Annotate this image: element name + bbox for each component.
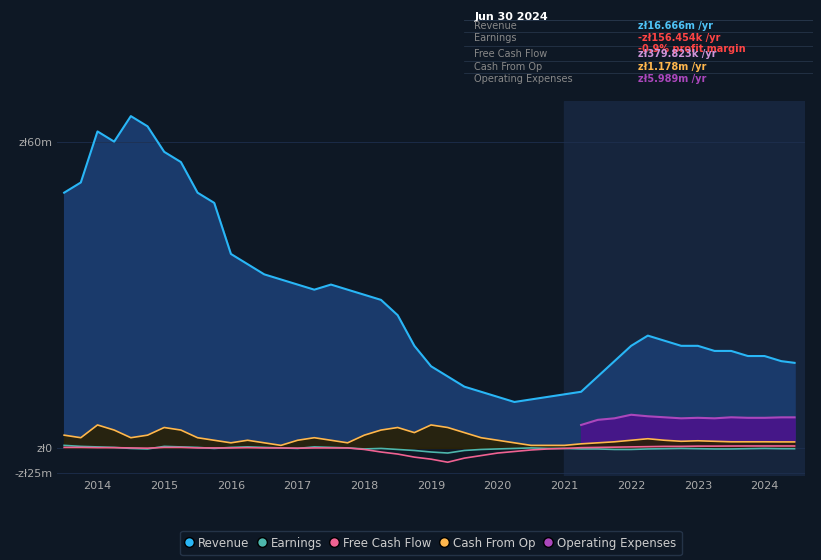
Text: Operating Expenses: Operating Expenses (475, 74, 573, 83)
Text: Earnings: Earnings (475, 33, 517, 43)
Text: zł379.823k /yr: zł379.823k /yr (639, 49, 717, 59)
Legend: Revenue, Earnings, Free Cash Flow, Cash From Op, Operating Expenses: Revenue, Earnings, Free Cash Flow, Cash … (181, 531, 681, 556)
Text: Jun 30 2024: Jun 30 2024 (475, 12, 548, 22)
Bar (565, 101, 805, 476)
Text: Free Cash Flow: Free Cash Flow (475, 49, 548, 59)
Text: -zł156.454k /yr: -zł156.454k /yr (639, 33, 721, 43)
Text: Revenue: Revenue (475, 21, 517, 31)
Text: -0.9% profit margin: -0.9% profit margin (639, 44, 746, 54)
Text: zł1.178m /yr: zł1.178m /yr (639, 62, 707, 72)
Text: Cash From Op: Cash From Op (475, 62, 543, 72)
Text: zł16.666m /yr: zł16.666m /yr (639, 21, 713, 31)
Text: zł5.989m /yr: zł5.989m /yr (639, 74, 707, 83)
